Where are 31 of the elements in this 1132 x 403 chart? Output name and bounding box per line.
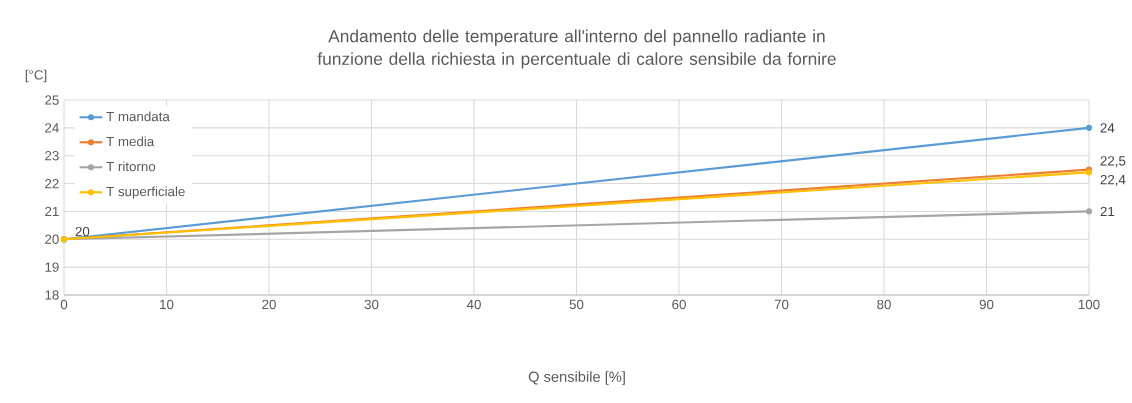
x-tick-label: 80: [877, 299, 891, 310]
y-tick-label: 19: [45, 262, 59, 272]
x-tick-label: 20: [262, 299, 276, 310]
y-tick-label: 25: [45, 95, 59, 105]
y-tick-label: 21: [45, 206, 59, 217]
x-tick-label: 90: [979, 299, 994, 310]
x-tick-label: 100: [1078, 299, 1100, 310]
data-label: 21: [1100, 206, 1115, 217]
y-tick-label: 18: [45, 290, 59, 300]
data-label: 24: [1100, 123, 1115, 133]
y-axis-title: [°C]: [25, 69, 47, 83]
x-tick-label: 10: [160, 299, 174, 310]
legend-label: T ritorno: [106, 161, 156, 172]
y-tick-label: 22: [45, 178, 59, 189]
y-tick-label: 23: [45, 150, 59, 161]
data-label: 22,5: [1100, 156, 1126, 168]
chart-title: Andamento delle temperature all'interno del pannello radiante in funzione della richiesta in percentuale di calore sensibile da fornire: [317, 29, 836, 69]
x-tick-label: 50: [569, 299, 584, 310]
y-tick-label: 20: [45, 234, 59, 244]
legend-label: T media: [106, 136, 155, 147]
x-tick-label: 30: [364, 299, 379, 310]
data-label: 22,4: [1100, 174, 1126, 186]
x-tick-label: 70: [774, 299, 789, 310]
legend-label: T superficiale: [106, 186, 185, 199]
y-tick-label: 24: [45, 123, 59, 133]
x-tick-label: 60: [672, 299, 686, 310]
x-tick-label: 40: [466, 299, 481, 310]
x-tick-label: 0: [60, 299, 68, 310]
data-label: 20: [75, 226, 90, 237]
x-axis-title: Q sensibile [%]: [528, 371, 625, 385]
legend-label: T mandata: [106, 111, 170, 122]
